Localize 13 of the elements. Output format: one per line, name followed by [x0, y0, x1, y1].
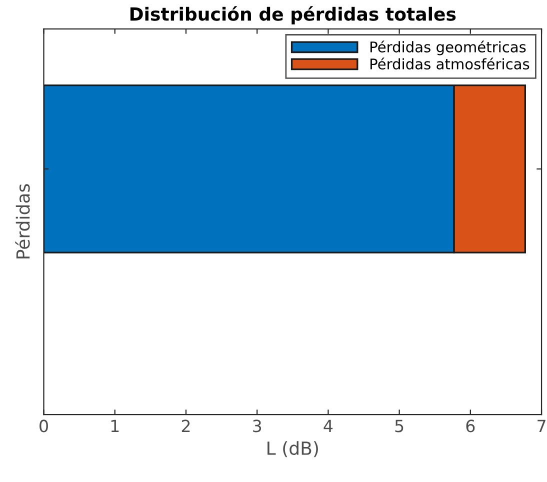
legend-label: Pérdidas geométricas	[370, 40, 526, 56]
x-tick-label: 5	[395, 420, 404, 432]
x-tick-label: 3	[253, 420, 262, 432]
x-tick-label: 0	[40, 420, 48, 432]
x-tick-label: 4	[324, 420, 333, 432]
chart-title: Distribución de pérdidas totales	[130, 6, 456, 24]
x-tick-label: 1	[111, 420, 119, 432]
x-tick-label: 6	[466, 420, 475, 432]
x-tick-label: 2	[182, 420, 190, 432]
x-tick-label: 7	[538, 420, 546, 432]
legend-label: Pérdidas atmosféricas	[370, 58, 530, 70]
x-axis-title: L (dB)	[268, 441, 318, 458]
y-axis-title: Pérdidas	[15, 184, 30, 258]
